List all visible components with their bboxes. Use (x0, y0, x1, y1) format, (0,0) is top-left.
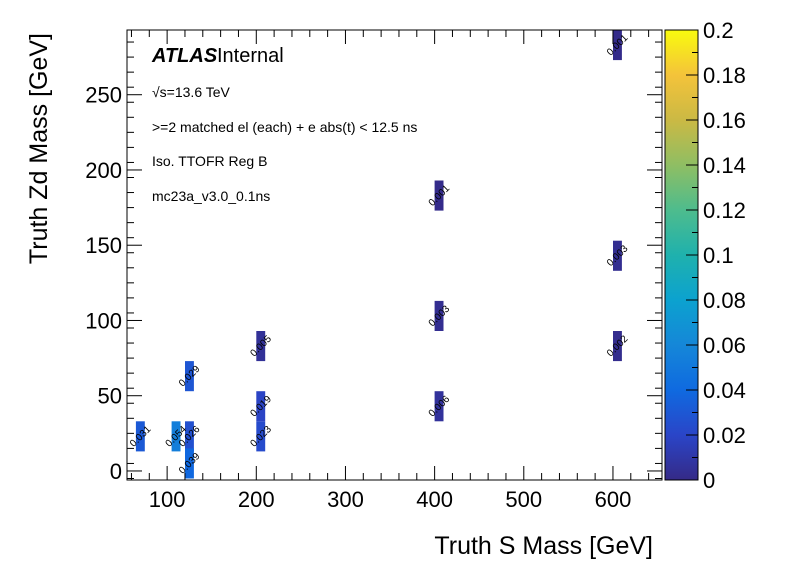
sample-label: mc23a_v3.0_0.1ns (152, 188, 270, 204)
heatmap-cell (135, 421, 145, 452)
atlas-label: ATLAS (151, 45, 218, 67)
x-tick-label: 200 (238, 487, 275, 512)
heatmap-cell (171, 421, 181, 452)
colorbar-tick-label: 0.16 (703, 108, 746, 133)
heatmap-cell (434, 180, 444, 211)
colorbar-ticks: 0 0.02 0.04 0.06 0.08 0.1 0.12 0.14 0.16 0.18 0.2 (686, 18, 746, 493)
x-axis-ticks: 100 200 300 400 500 600 (130, 30, 650, 512)
x-tick-label: 100 (149, 487, 186, 512)
region-label: Iso. TTOFR Reg B (152, 153, 267, 169)
energy-label: √s=13.6 TeV (152, 84, 231, 100)
heatmap-cell (434, 300, 444, 331)
y-tick-label: 100 (85, 308, 122, 333)
colorbar-tick-label: 0.06 (703, 333, 746, 358)
y-tick-label: 0 (110, 459, 122, 484)
heatmap-cell (256, 331, 266, 362)
colorbar-tick-label: 0.14 (703, 153, 746, 178)
colorbar-tick-label: 0.1 (703, 243, 734, 268)
colorbar-tick-label: 0.18 (703, 63, 746, 88)
colorbar-tick-label: 0.02 (703, 423, 746, 448)
heatmap-cell (613, 30, 622, 61)
y-axis-ticks: 0 50 100 150 200 250 (85, 41, 662, 484)
heatmap-cell (613, 331, 622, 362)
y-axis-title: Truth Zd Mass [GeV] (25, 33, 53, 264)
x-tick-label: 500 (505, 487, 542, 512)
x-tick-label: 400 (416, 487, 453, 512)
heatmap-cell (185, 361, 194, 392)
internal-label: Internal (217, 45, 284, 67)
x-axis-title: Truth S Mass [GeV] (434, 532, 653, 560)
plot-frame (126, 29, 663, 481)
heatmap-cell (185, 448, 194, 479)
y-tick-label: 150 (85, 233, 122, 258)
heatmap-cell (256, 391, 266, 422)
colorbar-tick-label: 0.08 (703, 288, 746, 313)
y-tick-label: 200 (85, 158, 122, 183)
heatmap-cell (613, 240, 622, 271)
heatmap-cell (256, 421, 266, 452)
y-tick-label: 50 (98, 384, 122, 409)
heatmap-cells (135, 30, 622, 479)
colorbar-tick-label: 0.12 (703, 198, 746, 223)
y-tick-label: 250 (85, 83, 122, 108)
selection-label: >=2 matched el (each) + e abs(t) < 12.5 … (152, 119, 417, 135)
colorbar-tick-label: 0.04 (703, 378, 746, 403)
colorbar-tick-label: 0 (703, 468, 715, 493)
x-tick-label: 600 (595, 487, 632, 512)
x-tick-label: 300 (327, 487, 364, 512)
heatmap-cell (434, 391, 444, 422)
heatmap-cell (185, 421, 194, 452)
colorbar-tick-label: 0.2 (703, 18, 734, 43)
